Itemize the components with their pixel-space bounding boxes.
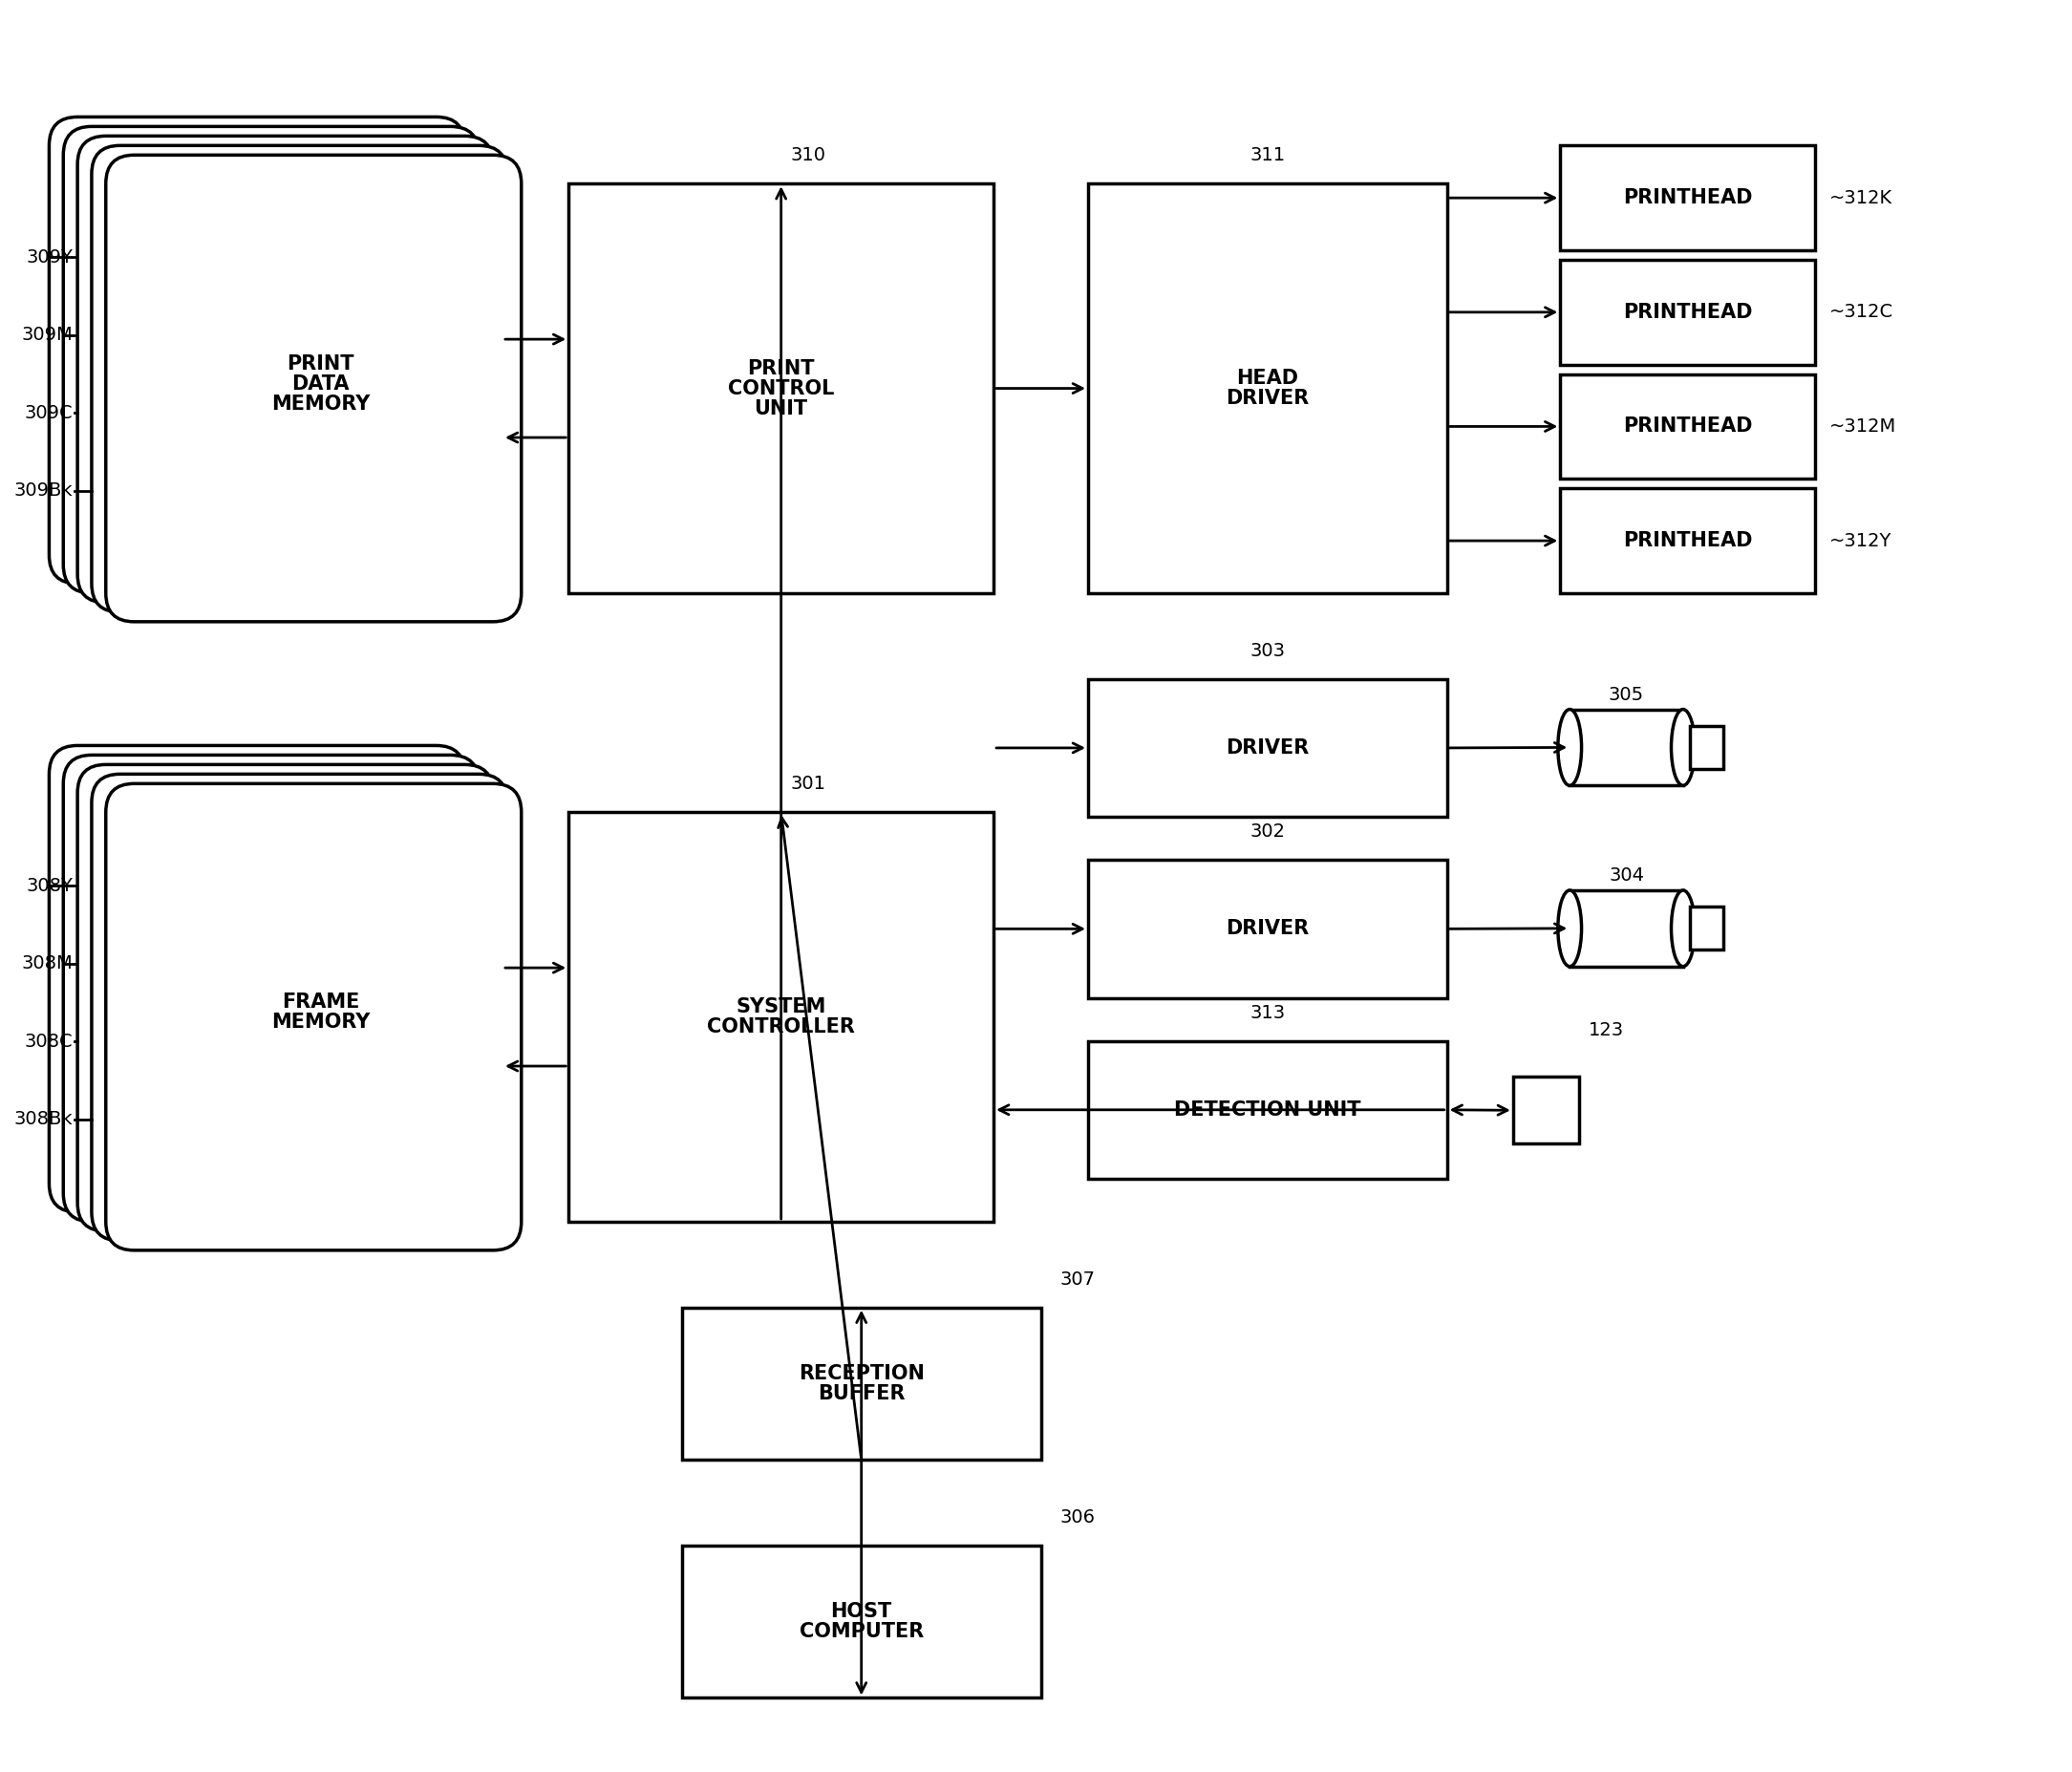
Text: 309M: 309M bbox=[21, 326, 73, 344]
Bar bbox=[1560, 489, 1815, 594]
Bar bbox=[1571, 709, 1682, 785]
Text: RECEPTION: RECEPTION bbox=[798, 1364, 924, 1384]
Text: 309Bk: 309Bk bbox=[15, 482, 73, 500]
Text: ~312M: ~312M bbox=[1830, 418, 1896, 436]
Bar bbox=[1088, 679, 1446, 817]
Text: DRIVER: DRIVER bbox=[1227, 920, 1310, 939]
Bar bbox=[1691, 727, 1724, 769]
Text: 123: 123 bbox=[1589, 1021, 1624, 1038]
FancyBboxPatch shape bbox=[64, 755, 479, 1221]
Text: 308Y: 308Y bbox=[27, 877, 73, 895]
Text: 308M: 308M bbox=[21, 955, 73, 973]
Text: MEMORY: MEMORY bbox=[271, 1012, 371, 1031]
Text: PRINT: PRINT bbox=[748, 358, 814, 377]
Bar bbox=[1560, 145, 1815, 250]
Bar bbox=[1560, 260, 1815, 365]
Text: HOST: HOST bbox=[831, 1602, 893, 1621]
Bar bbox=[1571, 890, 1682, 966]
Bar bbox=[1088, 184, 1446, 594]
Bar bbox=[1513, 1077, 1579, 1143]
Text: ~312Y: ~312Y bbox=[1830, 532, 1892, 549]
Ellipse shape bbox=[1558, 890, 1581, 966]
Text: FRAME: FRAME bbox=[282, 992, 361, 1012]
Text: SYSTEM: SYSTEM bbox=[736, 998, 827, 1017]
Bar bbox=[568, 812, 995, 1221]
Text: 308Bk: 308Bk bbox=[15, 1111, 73, 1129]
Text: 308C: 308C bbox=[25, 1033, 73, 1051]
Bar bbox=[1691, 907, 1724, 950]
FancyBboxPatch shape bbox=[64, 126, 479, 594]
Text: 307: 307 bbox=[1059, 1271, 1096, 1288]
Text: CONTROL: CONTROL bbox=[727, 379, 835, 399]
FancyBboxPatch shape bbox=[91, 145, 508, 611]
FancyBboxPatch shape bbox=[50, 117, 464, 583]
Text: UNIT: UNIT bbox=[754, 399, 808, 418]
Ellipse shape bbox=[1672, 890, 1695, 966]
Text: 302: 302 bbox=[1249, 822, 1285, 840]
Text: PRINTHEAD: PRINTHEAD bbox=[1622, 188, 1753, 207]
FancyBboxPatch shape bbox=[77, 136, 493, 602]
Text: ~312K: ~312K bbox=[1830, 190, 1892, 207]
Text: 301: 301 bbox=[792, 774, 827, 794]
Text: COMPUTER: COMPUTER bbox=[800, 1621, 924, 1641]
Ellipse shape bbox=[1558, 709, 1581, 785]
Ellipse shape bbox=[1672, 709, 1695, 785]
Text: 311: 311 bbox=[1249, 147, 1285, 165]
Text: DATA: DATA bbox=[292, 374, 350, 393]
Text: 303: 303 bbox=[1249, 641, 1285, 659]
Text: PRINT: PRINT bbox=[288, 354, 354, 374]
Text: PRINTHEAD: PRINTHEAD bbox=[1622, 532, 1753, 551]
Text: 309C: 309C bbox=[25, 404, 73, 422]
Text: DETECTION UNIT: DETECTION UNIT bbox=[1175, 1100, 1361, 1120]
Text: BUFFER: BUFFER bbox=[818, 1384, 905, 1403]
Text: 305: 305 bbox=[1608, 686, 1643, 703]
Text: DRIVER: DRIVER bbox=[1227, 388, 1310, 408]
Bar bbox=[568, 184, 995, 594]
Bar bbox=[1088, 859, 1446, 998]
FancyBboxPatch shape bbox=[106, 154, 522, 622]
Text: HEAD: HEAD bbox=[1237, 369, 1299, 388]
FancyBboxPatch shape bbox=[77, 764, 493, 1232]
Bar bbox=[1560, 374, 1815, 478]
Text: 306: 306 bbox=[1059, 1508, 1096, 1526]
Text: 309Y: 309Y bbox=[27, 248, 73, 266]
Text: PRINTHEAD: PRINTHEAD bbox=[1622, 416, 1753, 436]
Text: 304: 304 bbox=[1608, 867, 1643, 884]
Text: CONTROLLER: CONTROLLER bbox=[707, 1017, 856, 1037]
Text: MEMORY: MEMORY bbox=[271, 393, 371, 413]
FancyBboxPatch shape bbox=[91, 774, 508, 1240]
Text: PRINTHEAD: PRINTHEAD bbox=[1622, 303, 1753, 323]
Text: 310: 310 bbox=[792, 147, 827, 165]
Text: 313: 313 bbox=[1249, 1003, 1285, 1022]
Bar bbox=[682, 1545, 1040, 1698]
Text: DRIVER: DRIVER bbox=[1227, 739, 1310, 757]
Text: ~312C: ~312C bbox=[1830, 303, 1894, 321]
Bar bbox=[682, 1308, 1040, 1460]
Bar bbox=[1088, 1040, 1446, 1178]
FancyBboxPatch shape bbox=[106, 783, 522, 1251]
FancyBboxPatch shape bbox=[50, 746, 464, 1212]
